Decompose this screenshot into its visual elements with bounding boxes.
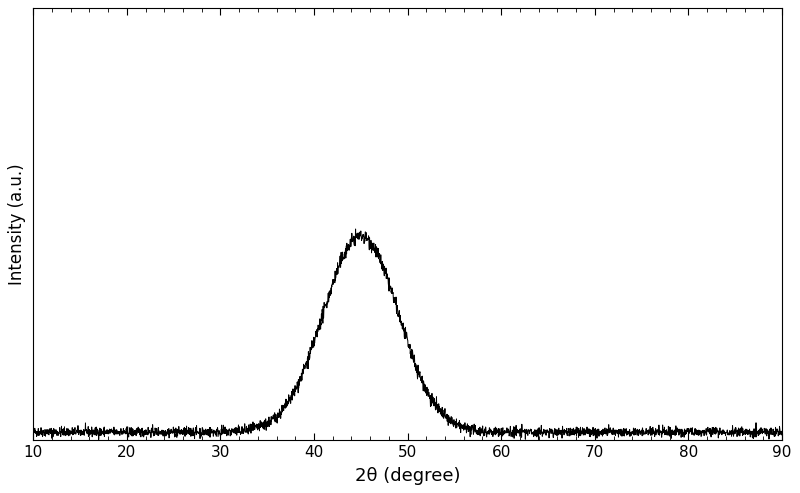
X-axis label: 2θ (degree): 2θ (degree) — [355, 467, 460, 485]
Y-axis label: Intensity (a.u.): Intensity (a.u.) — [8, 163, 26, 285]
